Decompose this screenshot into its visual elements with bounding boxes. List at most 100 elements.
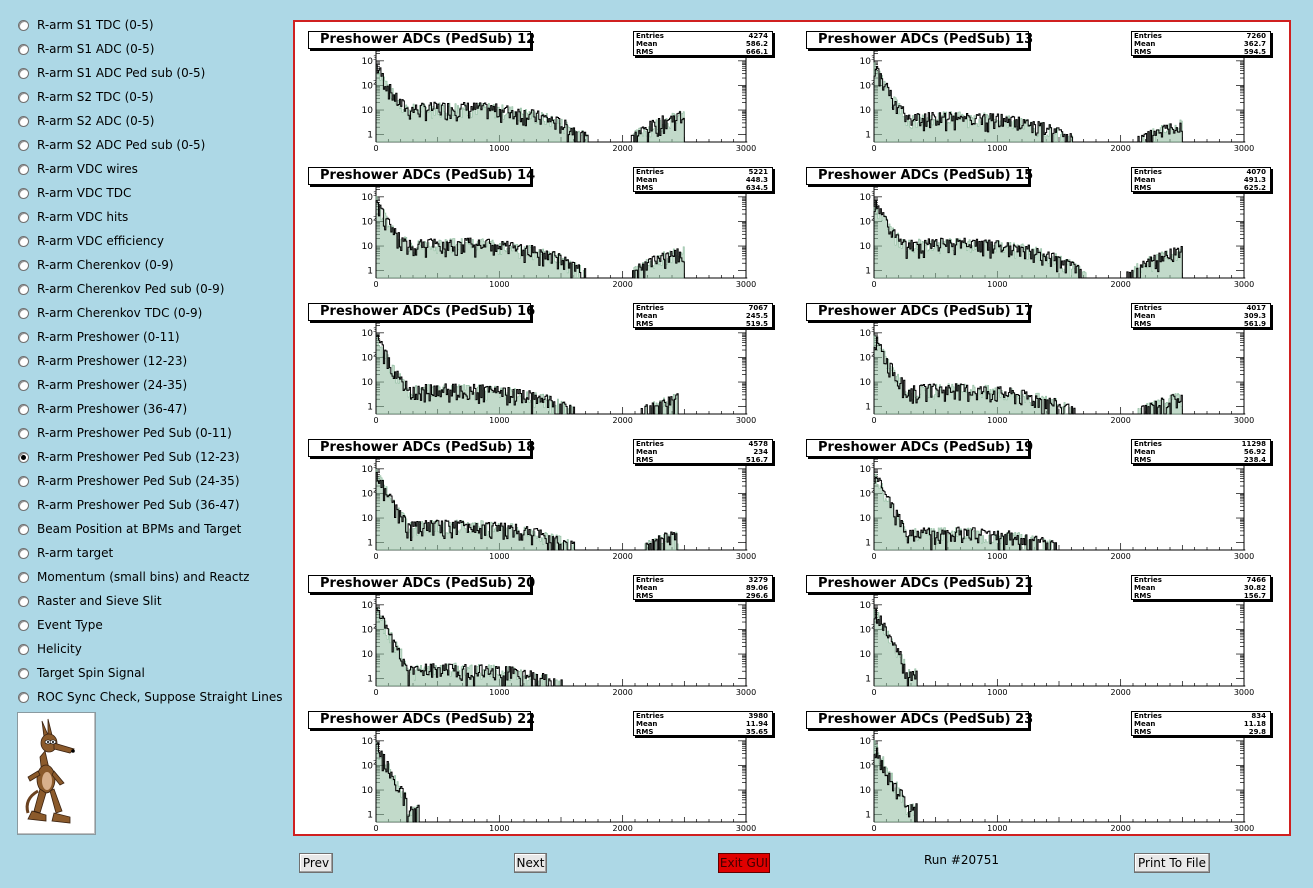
- radio-button-icon[interactable]: [18, 43, 29, 55]
- histogram-panel[interactable]: 0 1000 2000 3000 1 10 10 2 10 3 Preshower ADCs (Pe…: [295, 702, 773, 833]
- histogram-panel[interactable]: 0 1000 2000 3000 1 10 10 2 10 3 Preshower ADCs (Pe…: [295, 430, 773, 561]
- x-tick-label: 1000: [489, 552, 509, 561]
- radio-button-icon[interactable]: [18, 403, 29, 415]
- stats-row-rms: RMS 238.4: [1134, 456, 1266, 464]
- plot-option[interactable]: R-arm VDC hits: [16, 205, 286, 229]
- radio-button-icon[interactable]: [18, 307, 29, 319]
- plot-option[interactable]: R-arm VDC TDC: [16, 181, 286, 205]
- stats-value: 625.2: [1243, 184, 1266, 192]
- radio-button-icon[interactable]: [18, 163, 29, 175]
- radio-button-icon[interactable]: [18, 379, 29, 391]
- plot-option[interactable]: Beam Position at BPMs and Target: [16, 517, 286, 541]
- stats-row-mean: Mean 11.18: [1134, 720, 1266, 728]
- stats-label: Entries: [636, 304, 664, 312]
- stats-label: Mean: [1134, 176, 1156, 184]
- radio-button-icon[interactable]: [18, 211, 29, 223]
- plot-option[interactable]: R-arm S2 ADC (0-5): [16, 109, 286, 133]
- radio-button-icon[interactable]: [18, 499, 29, 511]
- plot-option-label: R-arm Preshower Ped Sub (12-23): [37, 450, 240, 464]
- next-button[interactable]: Next: [514, 853, 547, 873]
- prev-button[interactable]: Prev: [299, 853, 333, 873]
- radio-button-icon[interactable]: [18, 19, 29, 31]
- radio-button-icon[interactable]: [18, 595, 29, 607]
- x-tick-label: 1000: [987, 552, 1007, 561]
- plot-option[interactable]: R-arm Cherenkov Ped sub (0-9): [16, 277, 286, 301]
- plot-option[interactable]: R-arm VDC wires: [16, 157, 286, 181]
- radio-button-icon[interactable]: [18, 571, 29, 583]
- radio-button-icon[interactable]: [18, 115, 29, 127]
- plot-option-label: R-arm S1 TDC (0-5): [37, 18, 154, 32]
- radio-button-icon[interactable]: [18, 187, 29, 199]
- radio-button-icon[interactable]: [18, 619, 29, 631]
- plot-option[interactable]: R-arm Preshower Ped Sub (36-47): [16, 493, 286, 517]
- radio-button-icon[interactable]: [18, 547, 29, 559]
- plot-option[interactable]: R-arm Preshower (36-47): [16, 397, 286, 421]
- radio-button-icon[interactable]: [18, 139, 29, 151]
- pedsub-adc-histogram: [873, 608, 1246, 687]
- stats-row-entries: Entries 7466: [1134, 576, 1266, 584]
- plot-option[interactable]: R-arm Preshower Ped Sub (12-23): [16, 445, 286, 469]
- histogram-panel[interactable]: 0 1000 2000 3000 1 10 10 2 10 3 Preshower ADCs (Pe…: [295, 22, 773, 153]
- radio-button-icon[interactable]: [18, 235, 29, 247]
- radio-button-icon[interactable]: [18, 259, 29, 271]
- plot-option[interactable]: R-arm Cherenkov TDC (0-9): [16, 301, 286, 325]
- y-tick-label: 10: [362, 81, 374, 91]
- histogram-panel[interactable]: 0 1000 2000 3000 1 10 10 2 10 3 Preshower ADCs (Pe…: [793, 158, 1271, 289]
- y-tick-label: 10: [860, 353, 872, 363]
- y-tick-label: 10: [362, 193, 374, 203]
- plot-option[interactable]: Target Spin Signal: [16, 661, 286, 685]
- radio-button-icon[interactable]: [18, 475, 29, 487]
- plot-option[interactable]: Momentum (small bins) and Reactz: [16, 565, 286, 589]
- radio-button-icon[interactable]: [18, 643, 29, 655]
- radio-button-icon[interactable]: [18, 523, 29, 535]
- radio-button-icon[interactable]: [18, 451, 29, 463]
- plot-option-label: R-arm S2 ADC (0-5): [37, 114, 155, 128]
- radio-button-icon[interactable]: [18, 67, 29, 79]
- histogram-panel[interactable]: 0 1000 2000 3000 1 10 10 2 10 3 Preshower ADCs (Pe…: [295, 566, 773, 697]
- histogram-panel[interactable]: 0 1000 2000 3000 1 10 10 2 10 3 Preshower ADCs (Pe…: [793, 22, 1271, 153]
- histogram-panel[interactable]: 0 1000 2000 3000 1 10 10 2 10 3 Preshower ADCs (Pe…: [793, 294, 1271, 425]
- plot-option[interactable]: R-arm VDC efficiency: [16, 229, 286, 253]
- histogram-panel[interactable]: 0 1000 2000 3000 1 10 10 2 10 3 Preshower ADCs (Pe…: [793, 566, 1271, 697]
- plot-option[interactable]: R-arm Preshower (24-35): [16, 373, 286, 397]
- exit-gui-button[interactable]: Exit GUI: [718, 853, 770, 873]
- x-tick-label: 0: [373, 144, 378, 153]
- plot-option-label: R-arm Preshower (12-23): [37, 354, 188, 368]
- histogram-panel[interactable]: 0 1000 2000 3000 1 10 10 2 10 3 Preshower ADCs (Pe…: [295, 158, 773, 289]
- plot-option[interactable]: R-arm Cherenkov (0-9): [16, 253, 286, 277]
- print-to-file-button[interactable]: Print To File: [1134, 853, 1210, 873]
- histogram-canvas[interactable]: 0 1000 2000 3000 1 10 10 2 10 3 Preshower ADCs (Pe…: [293, 20, 1291, 836]
- plot-option[interactable]: R-arm S2 TDC (0-5): [16, 85, 286, 109]
- plot-option-label: R-arm S2 ADC Ped sub (0-5): [37, 138, 206, 152]
- plot-option[interactable]: R-arm S1 ADC Ped sub (0-5): [16, 61, 286, 85]
- radio-button-icon[interactable]: [18, 355, 29, 367]
- plot-option[interactable]: R-arm Preshower (0-11): [16, 325, 286, 349]
- plot-option[interactable]: Helicity: [16, 637, 286, 661]
- plot-option[interactable]: R-arm Preshower Ped Sub (24-35): [16, 469, 286, 493]
- stats-row-mean: Mean 309.3: [1134, 312, 1266, 320]
- plot-option[interactable]: R-arm S1 TDC (0-5): [16, 13, 286, 37]
- plot-option[interactable]: Raster and Sieve Slit: [16, 589, 286, 613]
- radio-button-icon[interactable]: [18, 691, 29, 703]
- radio-button-icon[interactable]: [18, 667, 29, 679]
- stats-box: Entries 3279 Mean 89.06 RMS 296.6: [633, 575, 773, 600]
- plot-option[interactable]: ROC Sync Check, Suppose Straight Lines: [16, 685, 286, 709]
- histogram-panel[interactable]: 0 1000 2000 3000 1 10 10 2 10 3 Preshower ADCs (Pe…: [793, 702, 1271, 833]
- radio-button-icon[interactable]: [18, 283, 29, 295]
- radio-button-icon[interactable]: [18, 91, 29, 103]
- plot-option[interactable]: R-arm target: [16, 541, 286, 565]
- radio-button-icon[interactable]: [18, 427, 29, 439]
- plot-option-label: R-arm Cherenkov TDC (0-9): [37, 306, 203, 320]
- histogram-panel[interactable]: 0 1000 2000 3000 1 10 10 2 10 3 Preshower ADCs (Pe…: [295, 294, 773, 425]
- y-tick-exponent: 2: [373, 215, 377, 222]
- radio-button-icon[interactable]: [18, 331, 29, 343]
- plot-option[interactable]: R-arm Preshower Ped Sub (0-11): [16, 421, 286, 445]
- plot-option[interactable]: R-arm S2 ADC Ped sub (0-5): [16, 133, 286, 157]
- plot-option[interactable]: R-arm Preshower (12-23): [16, 349, 286, 373]
- stats-value: 634.5: [745, 184, 768, 192]
- plot-option[interactable]: Event Type: [16, 613, 286, 637]
- histogram-panel[interactable]: 0 1000 2000 3000 1 10 10 2 10 3 Preshower ADCs (Pe…: [793, 430, 1271, 561]
- plot-option[interactable]: R-arm S1 ADC (0-5): [16, 37, 286, 61]
